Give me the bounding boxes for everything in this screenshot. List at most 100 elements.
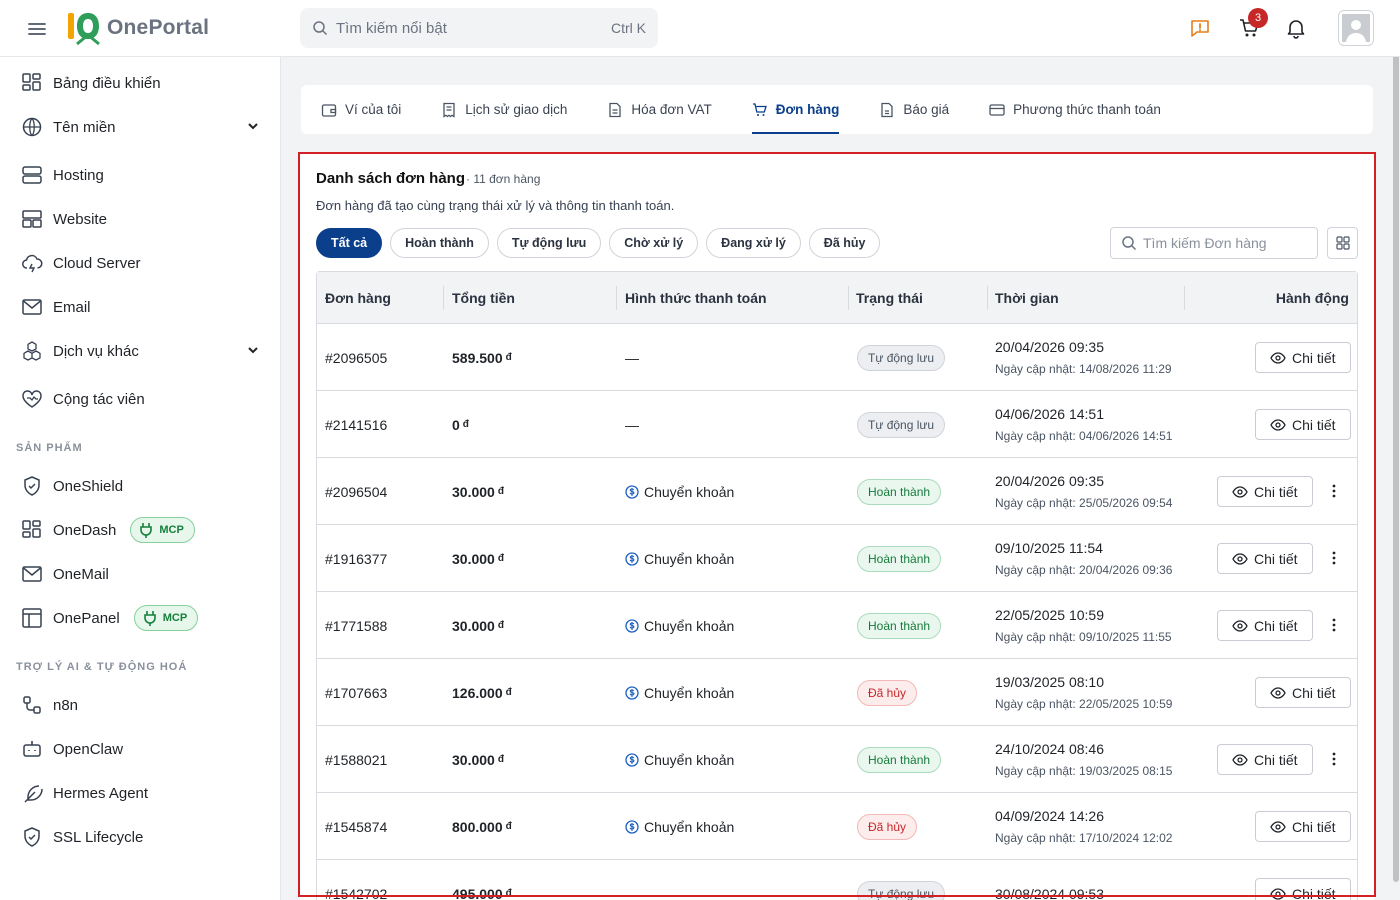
filter-autosaved[interactable]: Tự động lưu <box>496 228 602 258</box>
sidebar-item-dashboard[interactable]: Bảng điều khiển <box>0 63 281 103</box>
tab-payment-methods[interactable]: Phương thức thanh toán <box>989 85 1161 134</box>
order-amount: 126.000 đ <box>452 684 512 701</box>
sidebar-item-cloud-server[interactable]: Cloud Server <box>0 243 281 283</box>
filter-processing[interactable]: Đang xử lý <box>706 228 801 258</box>
payment-cell: — <box>625 860 639 900</box>
handshake-icon <box>22 390 42 408</box>
table-row[interactable]: #1545874 800.000 đ Chuyển khoản Đã hủy 04/09/… <box>317 793 1357 860</box>
sidebar-item-email[interactable]: Email <box>0 287 281 327</box>
tab-vat-invoice[interactable]: Hóa đơn VAT <box>607 85 712 134</box>
more-icon[interactable] <box>1326 480 1342 502</box>
bank-transfer-icon <box>625 685 639 700</box>
feedback-icon[interactable] <box>1188 16 1212 40</box>
scrollbar-thumb[interactable] <box>1393 12 1399 882</box>
sidebar-item-label: Hosting <box>53 166 104 184</box>
status-badge: Hoàn thành <box>857 612 942 639</box>
view-toggle-button[interactable] <box>1327 227 1358 259</box>
table-row[interactable]: #1542702 495.000 đ — Tự động lưu 30/08/2024 0… <box>317 860 1357 900</box>
payment-method: Chuyển khoản <box>625 819 734 835</box>
menu-icon[interactable] <box>26 18 48 40</box>
sidebar-item-domains[interactable]: Tên miền <box>0 107 281 147</box>
cart-count-badge: 3 <box>1248 8 1268 28</box>
payment-cell: Chuyển khoản <box>625 592 734 659</box>
detail-button[interactable]: Chi tiết <box>1255 409 1351 440</box>
tab-wallet[interactable]: Ví của tôi <box>321 85 401 134</box>
filter-cancelled[interactable]: Đã hủy <box>808 228 881 258</box>
updated-time: Ngày cập nhật: 20/04/2026 09:36 <box>995 563 1173 577</box>
table-row[interactable]: #1588021 30.000 đ Chuyển khoản Hoàn thành 24/… <box>317 726 1357 793</box>
tab-transactions[interactable]: Lịch sử giao dịch <box>441 85 567 134</box>
detail-button[interactable]: Chi tiết <box>1217 610 1313 641</box>
sidebar-item-hermes-agent[interactable]: Hermes Agent <box>0 773 281 813</box>
global-search[interactable]: Ctrl K <box>300 8 658 48</box>
table-row[interactable]: #1916377 30.000 đ Chuyển khoản Hoàn thành 09/… <box>317 525 1357 592</box>
table-row[interactable]: #1771588 30.000 đ Chuyển khoản Hoàn thành 22/… <box>317 592 1357 659</box>
table-row[interactable]: #2096505 589.500 đ — Tự động lưu 20/04/2026 0… <box>317 324 1357 391</box>
payment-cell: Chuyển khoản <box>625 726 734 793</box>
detail-button[interactable]: Chi tiết <box>1217 476 1313 507</box>
detail-button[interactable]: Chi tiết <box>1255 878 1351 900</box>
detail-button[interactable]: Chi tiết <box>1217 543 1313 574</box>
status-badge: Đã hủy <box>857 679 918 706</box>
filter-all[interactable]: Tất cả <box>316 228 383 258</box>
table-row[interactable]: #1707663 126.000 đ Chuyển khoản Đã hủy 19/03/… <box>317 659 1357 726</box>
order-id: #2096504 <box>325 483 388 500</box>
order-id: #1771588 <box>325 617 388 634</box>
global-search-input[interactable] <box>336 19 611 37</box>
chevron-down-icon[interactable] <box>246 343 260 357</box>
currency-symbol: đ <box>505 888 512 899</box>
table-row[interactable]: #2096504 30.000 đ Chuyển khoản Hoàn thành 20/… <box>317 458 1357 525</box>
sidebar-item-label: OnePanel <box>53 609 120 627</box>
detail-button[interactable]: Chi tiết <box>1255 342 1351 373</box>
status-cell: Hoàn thành <box>857 726 942 793</box>
sidebar-item-onepanel[interactable]: OnePanel MCP <box>0 598 281 638</box>
updated-time: Ngày cập nhật: 17/10/2024 12:02 <box>995 831 1173 845</box>
sidebar-item-onedash[interactable]: OneDash MCP <box>0 510 281 550</box>
sidebar-item-label: n8n <box>53 696 79 714</box>
sidebar-item-ssl-lifecycle[interactable]: SSL Lifecycle <box>0 817 281 857</box>
col-total[interactable]: Tổng tiền <box>452 272 617 324</box>
bell-icon[interactable] <box>1284 16 1308 40</box>
search-icon <box>313 21 328 36</box>
order-search-input[interactable] <box>1143 235 1303 251</box>
sidebar-item-affiliate[interactable]: Cộng tác viên <box>0 379 281 419</box>
sidebar-item-onemail[interactable]: OneMail <box>0 554 281 594</box>
sidebar-item-other-services[interactable]: Dịch vụ khác <box>0 331 281 371</box>
detail-button[interactable]: Chi tiết <box>1255 811 1351 842</box>
orders-title: Danh sách đơn hàng <box>316 170 466 187</box>
sidebar-item-website[interactable]: Website <box>0 199 281 239</box>
order-search[interactable] <box>1110 227 1318 259</box>
order-id: #1707663 <box>325 684 388 701</box>
col-order[interactable]: Đơn hàng <box>325 272 444 324</box>
order-amount: 800.000 đ <box>452 818 512 835</box>
sidebar-item-n8n[interactable]: n8n <box>0 685 281 725</box>
filter-pending[interactable]: Chờ xử lý <box>609 228 699 258</box>
payment-cell: Chuyển khoản <box>625 458 734 525</box>
shield-icon <box>24 476 40 496</box>
col-time[interactable]: Thời gian <box>995 272 1185 324</box>
more-icon[interactable] <box>1326 547 1342 569</box>
avatar[interactable] <box>1338 10 1374 46</box>
col-payment[interactable]: Hình thức thanh toán <box>625 272 849 324</box>
more-icon[interactable] <box>1326 614 1342 636</box>
detail-button[interactable]: Chi tiết <box>1255 677 1351 708</box>
updated-time: Ngày cập nhật: 04/06/2026 14:51 <box>995 429 1173 443</box>
sidebar-item-oneshield[interactable]: OneShield <box>0 466 281 506</box>
tab-quotes[interactable]: Báo giá <box>879 85 949 134</box>
created-time: 04/06/2026 14:51 <box>995 406 1104 422</box>
more-icon[interactable] <box>1326 748 1342 770</box>
detail-button[interactable]: Chi tiết <box>1217 744 1313 775</box>
status-cell: Tự động lưu <box>857 324 946 391</box>
logo[interactable]: OnePortal <box>65 10 209 46</box>
sidebar-item-hosting[interactable]: Hosting <box>0 155 281 195</box>
status-filters: Tất cả Hoàn thành Tự động lưu Chờ xử lý … <box>316 228 881 258</box>
tab-orders[interactable]: Đơn hàng <box>751 85 839 134</box>
table-row[interactable]: #2141516 0 đ — Tự động lưu 04/06/2026 14:51 Ng… <box>317 391 1357 458</box>
filter-completed[interactable]: Hoàn thành <box>390 228 489 258</box>
chevron-down-icon[interactable] <box>246 119 260 133</box>
status-badge: Hoàn thành <box>857 545 942 572</box>
payment-cell: Chuyển khoản <box>625 793 734 860</box>
order-id: #1542702 <box>325 885 388 900</box>
col-status[interactable]: Trạng thái <box>856 272 988 324</box>
sidebar-item-openclaw[interactable]: OpenClaw <box>0 729 281 769</box>
